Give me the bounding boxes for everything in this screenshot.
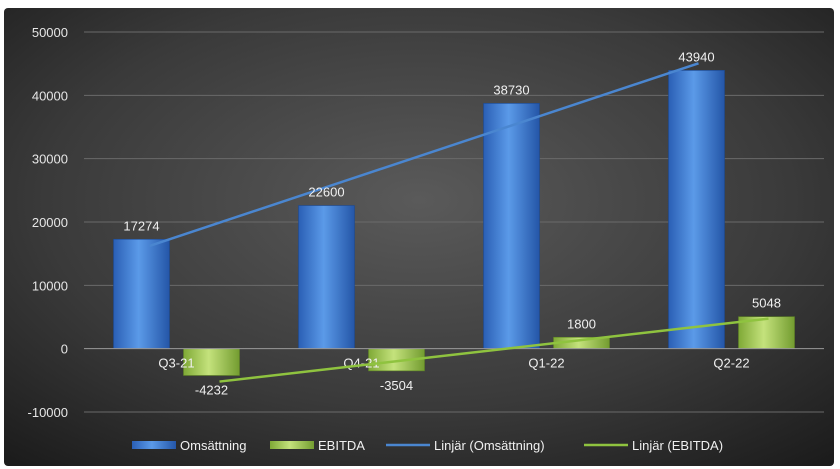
trendline-ebitda (219, 317, 769, 383)
bar-omsattning (483, 103, 540, 349)
legend-item-linjar-omsattning: Linjär (Omsättning) (386, 438, 545, 453)
y-tick-label: 40000 (32, 88, 68, 103)
y-tick-label: 50000 (32, 25, 68, 40)
legend: Omsättning EBITDA Linjär (Omsättning) Linjä… (132, 438, 723, 453)
legend-item-omsattning: Omsättning (132, 438, 246, 453)
bar-ebitda (183, 348, 240, 376)
data-labels: 17274 -4232 22600 -3504 38730 1800 43940 5048 (123, 49, 781, 397)
y-tick-label: 10000 (32, 278, 68, 293)
bar-omsattning (668, 70, 725, 349)
data-label-ebitda: 5048 (752, 296, 781, 311)
legend-swatch (270, 441, 314, 449)
bar-omsattning (113, 238, 170, 349)
trendline-omsattning (149, 62, 699, 248)
y-tick-label: 20000 (32, 215, 68, 230)
y-tick-label: 0 (61, 342, 68, 357)
data-label-omsattning: 38730 (493, 82, 529, 97)
x-tick-label: Q1-22 (528, 356, 564, 371)
chart-frame: 50000 40000 30000 20000 10000 0 -10000 Q3-21 Q4… (4, 8, 834, 466)
data-label-omsattning: 22600 (308, 185, 344, 200)
data-label-ebitda: -4232 (195, 382, 228, 397)
y-tick-label: 30000 (32, 152, 68, 167)
x-tick-label: Q2-22 (713, 356, 749, 371)
legend-label: Omsättning (180, 438, 246, 453)
data-label-omsattning: 43940 (678, 49, 714, 64)
legend-label: Linjär (EBITDA) (632, 438, 723, 453)
legend-item-ebitda: EBITDA (270, 438, 365, 453)
y-axis: 50000 40000 30000 20000 10000 0 -10000 (28, 25, 68, 420)
bars (113, 70, 795, 376)
trendlines (149, 62, 769, 383)
data-label-ebitda: -3504 (380, 378, 413, 393)
data-label-omsattning: 17274 (123, 218, 159, 233)
legend-swatch (132, 441, 176, 449)
legend-item-linjar-ebitda: Linjär (EBITDA) (584, 438, 723, 453)
x-tick-label: Q3-21 (158, 356, 194, 371)
data-label-ebitda: 1800 (567, 316, 596, 331)
legend-label: EBITDA (318, 438, 365, 453)
bar-omsattning (298, 205, 355, 349)
y-tick-label: -10000 (28, 405, 68, 420)
gridlines (84, 31, 824, 413)
legend-label: Linjär (Omsättning) (434, 438, 545, 453)
